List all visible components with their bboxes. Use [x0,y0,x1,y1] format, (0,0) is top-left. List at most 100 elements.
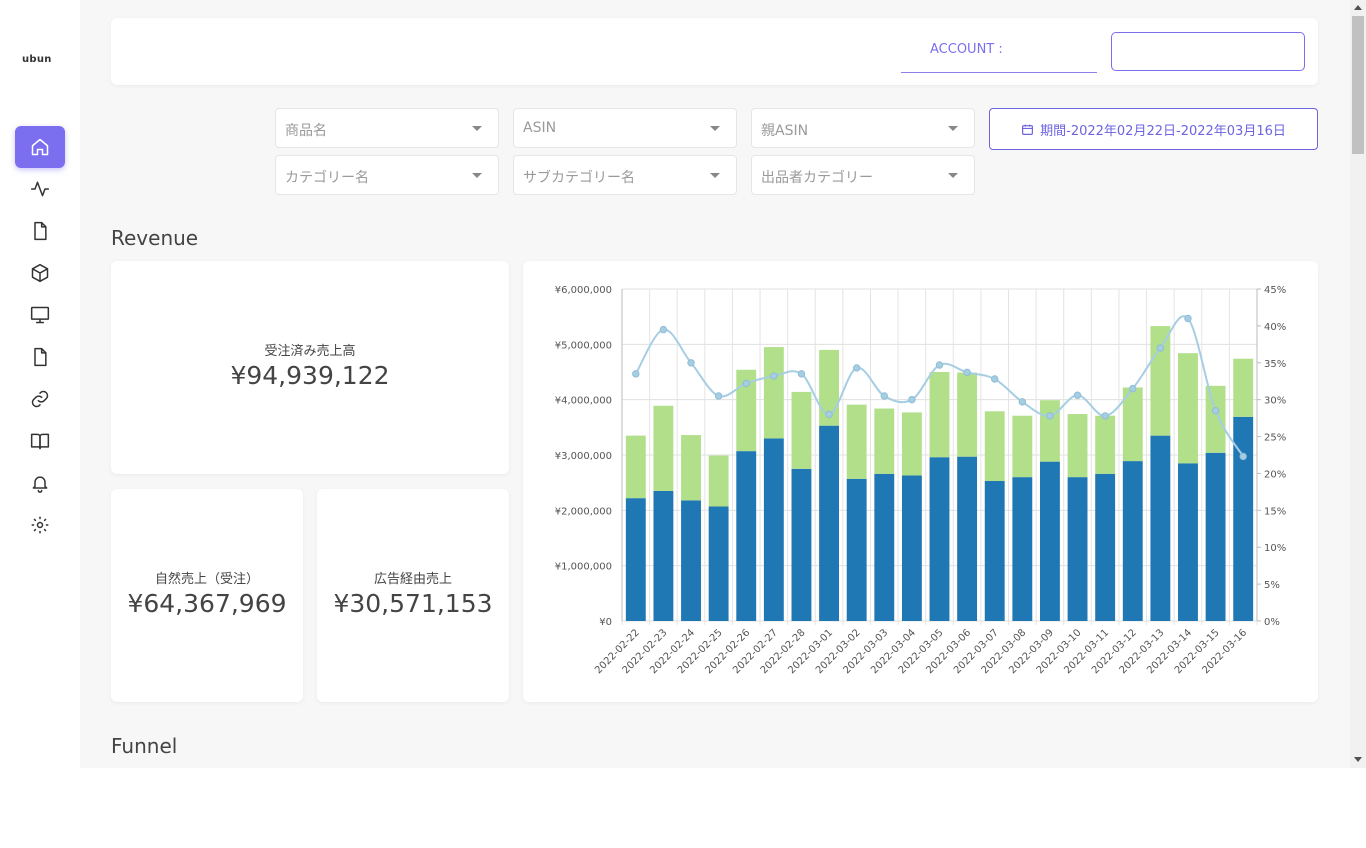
y-right-tick-label: 20% [1264,469,1286,480]
bar-bottom [653,490,674,621]
line-point [770,372,778,380]
asin-placeholder: ASIN [523,120,557,136]
bar-bottom [791,468,812,621]
bar-bottom [1039,461,1060,621]
date-range-label: 期間-2022年02月22日-2022年03月16日 [1040,123,1286,139]
line-point [1018,398,1027,406]
line-point [908,395,916,404]
bar-bottom [736,451,757,621]
ad-revenue-value: ¥30,571,153 [333,589,493,618]
activity-icon [30,181,50,197]
bar-bottom [957,456,978,621]
chevron-down-icon [948,126,958,131]
chevron-down-icon [710,126,720,131]
page-scrollbar[interactable] [1350,0,1366,768]
sidebar-item-activity[interactable] [15,168,65,210]
bar-bottom [1233,416,1254,621]
subcategory-select[interactable]: サブカテゴリー名 [513,155,737,195]
line-point [714,392,723,400]
date-range-button[interactable]: 期間-2022年02月22日-2022年03月16日 [989,108,1318,150]
line-point [1073,391,1082,399]
sidebar-item-products[interactable] [15,252,65,294]
chevron-down-icon [948,173,958,178]
sidebar: ubun [0,0,80,768]
bar-top [763,347,784,439]
revenue-chart-card: ¥0 ¥1,000,000 ¥2,000,000 ¥3,000,000 ¥4,000,0… [523,261,1318,702]
line-point [1156,344,1165,352]
sidebar-item-reports[interactable] [15,336,65,378]
bar-bottom [1067,477,1088,621]
sidebar-item-settings[interactable] [15,504,65,546]
chevron-down-icon [710,173,720,178]
account-select[interactable] [1111,32,1305,71]
y-right-tick-label: 0% [1264,617,1280,628]
box-icon [31,263,49,283]
bar-bottom [1150,435,1171,621]
line-point [659,325,668,334]
bar-bottom [625,498,646,621]
bar-top [929,372,950,458]
sidebar-item-monitor[interactable] [15,294,65,336]
line-point [632,370,640,378]
bar-top [846,404,867,479]
organic-revenue-card: 自然売上（受注） ¥64,367,969 [111,489,303,702]
line-point [1184,314,1192,323]
asin-select[interactable]: ASIN [513,108,737,148]
line-point [852,364,861,372]
line-point [687,359,695,367]
y-right-tick-label: 30% [1264,396,1286,407]
sidebar-item-links[interactable] [15,378,65,420]
account-label: ACCOUNT : [901,42,1097,73]
y-right-tick-label: 15% [1264,506,1286,517]
scroll-down-icon[interactable] [1354,757,1362,762]
bar-top [1067,414,1088,478]
y-right-tick-label: 40% [1264,322,1286,333]
bar-bottom [901,475,922,621]
seller-category-select[interactable]: 出品者カテゴリー [751,155,975,195]
app-viewport: ubun ACCOU [0,0,1366,768]
y-left-tick-label: ¥0 [599,617,612,628]
category-select[interactable]: カテゴリー名 [275,155,499,195]
header-bar: ACCOUNT : [111,18,1318,85]
line-point [1211,407,1220,415]
sidebar-item-home[interactable] [15,126,65,168]
app-logo: ubun [22,54,52,65]
bar-top [1178,353,1198,464]
product-name-select[interactable]: 商品名 [275,108,499,148]
bar-top [1039,400,1060,462]
chevron-down-icon [472,173,482,178]
line-point [935,361,944,369]
scroll-up-icon[interactable] [1354,5,1362,10]
y-left-tick-label: ¥6,000,000 [555,285,612,296]
line-point [1239,452,1247,461]
bar-bottom [874,473,895,621]
bar-bottom [1178,463,1198,621]
organic-revenue-value: ¥64,367,969 [127,589,287,618]
y-left-tick-label: ¥1,000,000 [555,562,612,573]
scrollbar-thumb[interactable] [1352,16,1364,154]
chevron-down-icon [472,126,482,131]
bar-top [874,408,895,474]
sidebar-item-notifications[interactable] [15,462,65,504]
total-revenue-card: 受注済み売上高 ¥94,939,122 [111,261,509,474]
sidebar-item-documents[interactable] [15,210,65,252]
seller-category-placeholder: 出品者カテゴリー [761,170,873,186]
category-placeholder: カテゴリー名 [285,170,369,186]
bar-top [1012,415,1033,478]
bar-top [736,369,757,452]
y-right-tick-label: 5% [1264,580,1280,591]
bar-top [1233,358,1254,417]
bar-top [957,372,978,457]
line-point [880,392,888,400]
y-right-tick-label: 25% [1264,433,1286,444]
y-left-tick-label: ¥2,000,000 [555,506,612,517]
bar-bottom [1095,473,1116,621]
y-left-tick-label: ¥3,000,000 [555,451,612,462]
bar-top [791,391,812,469]
home-icon [31,138,49,156]
parent-asin-select[interactable]: 親ASIN [751,108,975,148]
sidebar-item-guide[interactable] [15,420,65,462]
line-point [1101,412,1109,420]
ad-revenue-label: 広告経由売上 [373,572,452,587]
y-right-tick-label: 35% [1264,359,1286,370]
